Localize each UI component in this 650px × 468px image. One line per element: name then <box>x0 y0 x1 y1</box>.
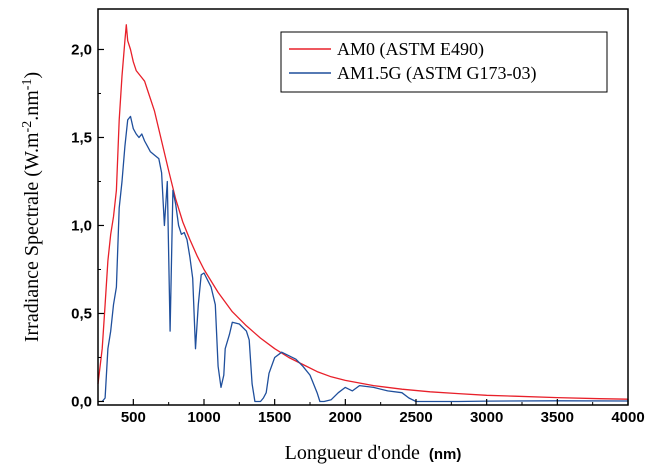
y-tick-label: 1,5 <box>71 129 92 146</box>
x-axis-title: Longueur d'onde (nm) <box>285 442 462 464</box>
y-tick-label: 0,5 <box>71 305 92 322</box>
x-tick-label: 1500 <box>258 409 291 426</box>
series-line-1 <box>97 24 629 400</box>
x-tick-label: 2000 <box>329 409 362 426</box>
series-line-2 <box>101 115 629 403</box>
legend-label-2: AM1.5G (ASTM G173-03) <box>337 63 537 84</box>
x-tick-label: 500 <box>121 409 146 426</box>
x-axis-ticks: 500 1000 1500 2000 2500 3000 3500 4000 <box>97 399 645 426</box>
x-tick-label: 2500 <box>399 409 432 426</box>
y-tick-label: 1,0 <box>71 217 92 234</box>
y-axis-title-sup1: -2 <box>20 121 35 133</box>
x-tick-label: 3000 <box>470 409 503 426</box>
y-axis-title-mid: .nm <box>21 90 43 121</box>
plot-frame <box>97 8 629 406</box>
y-axis-title-sup2: -1 <box>20 79 35 91</box>
legend-label-1: AM0 (ASTM E490) <box>337 39 484 60</box>
y-axis-title-end: ) <box>21 72 43 79</box>
x-tick-label: 3500 <box>541 409 574 426</box>
x-tick-label: 4000 <box>611 409 644 426</box>
legend-box <box>280 31 608 93</box>
y-axis-ticks: 0,0 0,5 1,0 1,5 2,0 <box>71 41 104 410</box>
x-tick-label: 1000 <box>187 409 220 426</box>
y-axis-title-text: Irradiance Spectrale (W.m <box>21 132 43 342</box>
x-axis-title-text: Longueur d'onde <box>285 442 420 464</box>
plot-lines <box>97 24 629 403</box>
y-tick-label: 0,0 <box>71 393 92 410</box>
x-axis-title-unit: (nm) <box>429 446 462 463</box>
legend: AM0 (ASTM E490) AM1.5G (ASTM G173-03) <box>280 31 608 93</box>
y-tick-label: 2,0 <box>71 41 92 58</box>
y-axis-title: Irradiance Spectrale (W.m-2.nm-1) <box>20 72 44 342</box>
